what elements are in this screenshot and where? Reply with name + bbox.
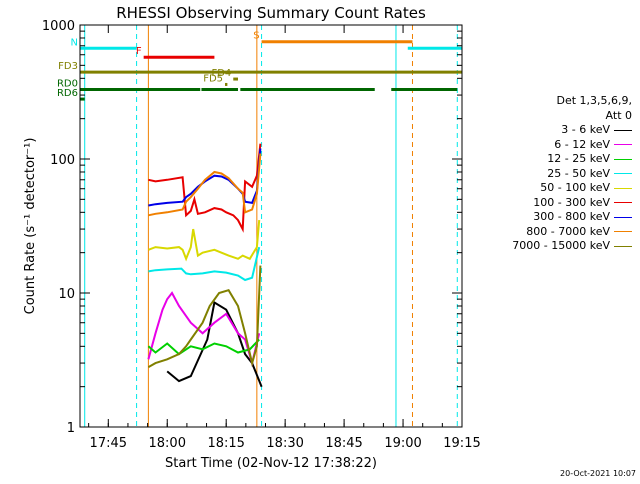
legend-entry-1: 6 - 12 keV: [484, 138, 632, 153]
x-tick-label-2: 18:15: [207, 436, 244, 451]
legend-entry-7: 800 - 7000 keV: [484, 225, 632, 240]
flag-label-4: FD5: [203, 73, 223, 84]
legend-label-6: 300 - 800 keV: [533, 210, 610, 223]
y-tick-label-1: 10: [58, 287, 75, 302]
x-tick-label-4: 18:45: [325, 436, 362, 451]
series-line-8: [147, 265, 262, 368]
legend-label-8: 7000 - 15000 keV: [512, 239, 610, 252]
flag-label-0: N: [71, 37, 78, 48]
x-tick-label-0: 17:45: [90, 436, 127, 451]
series-line-5: [148, 143, 262, 233]
legend-entry-5: 100 - 300 keV: [484, 196, 632, 211]
legend-label-5: 100 - 300 keV: [533, 195, 610, 209]
legend-swatch-5: [614, 202, 632, 204]
x-tick-label-6: 19:15: [443, 436, 480, 451]
detector-info-line-2: Att 0: [605, 108, 632, 122]
legend-entry-3: 25 - 50 keV: [484, 167, 632, 182]
flag-label-2: FD3: [58, 61, 78, 72]
legend-swatch-4: [614, 187, 632, 189]
series-line-4: [148, 220, 261, 262]
legend-label-2: 12 - 25 keV: [547, 152, 610, 165]
y-tick-label-3: 1000: [42, 19, 75, 34]
flag-label-3: FD4: [211, 68, 231, 79]
legend-swatch-1: [614, 144, 632, 146]
chart-title: RHESSI Observing Summary Count Rates: [116, 4, 426, 22]
legend-label-7: 800 - 7000 keV: [526, 224, 610, 238]
legend: Det 1,3,5,6,9, Att 0 3 - 6 keV 6 - 12 keV…: [484, 94, 632, 254]
series-layer: [147, 143, 263, 388]
flag-label-7: S: [253, 31, 259, 42]
x-tick-label-5: 19:00: [384, 436, 421, 451]
legend-label-3: 25 - 50 keV: [547, 166, 610, 180]
series-line-1: [147, 291, 261, 367]
timestamp: 20-Oct-2021 10:07: [560, 469, 636, 478]
legend-swatch-2: [614, 158, 632, 160]
y-tick-label-0: 1: [67, 421, 75, 436]
legend-entry-6: 300 - 800 keV: [484, 210, 632, 225]
legend-label-4: 50 - 100 keV: [540, 181, 610, 194]
series-line-2: [147, 338, 260, 356]
x-axis-label: Start Time (02-Nov-12 17:38:22): [165, 456, 377, 471]
series-line-6: [148, 148, 262, 207]
series-line-0: [166, 300, 263, 388]
y-axis-label: Count Rate (s⁻¹ detector⁻¹): [23, 138, 38, 315]
plot-frame: [79, 24, 463, 428]
axes: 17:45 18:00 18:15 18:30 18:45 19:00 19:15 1 10 10…: [42, 19, 481, 451]
legend-label-1: 6 - 12 keV: [554, 137, 610, 151]
detector-info-line-1: Det 1,3,5,6,9,: [556, 94, 632, 107]
legend-swatch-6: [614, 216, 632, 218]
legend-entries: 3 - 6 keV 6 - 12 keV 12 - 25 keV 25 - 50 ke…: [484, 123, 632, 254]
legend-swatch-0: [614, 129, 632, 131]
vertical-marker-lines: [84, 25, 458, 427]
legend-swatch-3: [614, 173, 632, 175]
legend-entry-0: 3 - 6 keV: [484, 123, 632, 138]
legend-label-0: 3 - 6 keV: [561, 123, 610, 136]
x-tick-label-3: 18:30: [266, 436, 303, 451]
flag-label-6: RD6: [57, 88, 78, 99]
legend-entry-4: 50 - 100 keV: [484, 181, 632, 196]
legend-entry-8: 7000 - 15000 keV: [484, 239, 632, 254]
legend-entry-2: 12 - 25 keV: [484, 152, 632, 167]
legend-swatch-8: [614, 245, 632, 247]
y-tick-label-2: 100: [50, 153, 75, 168]
legend-swatch-7: [614, 231, 632, 233]
flag-label-1: F: [136, 46, 142, 57]
series-line-3: [148, 246, 261, 282]
flag-label-5: RD0: [57, 79, 78, 90]
x-tick-label-1: 18:00: [149, 436, 186, 451]
series-line-7: [148, 153, 262, 217]
